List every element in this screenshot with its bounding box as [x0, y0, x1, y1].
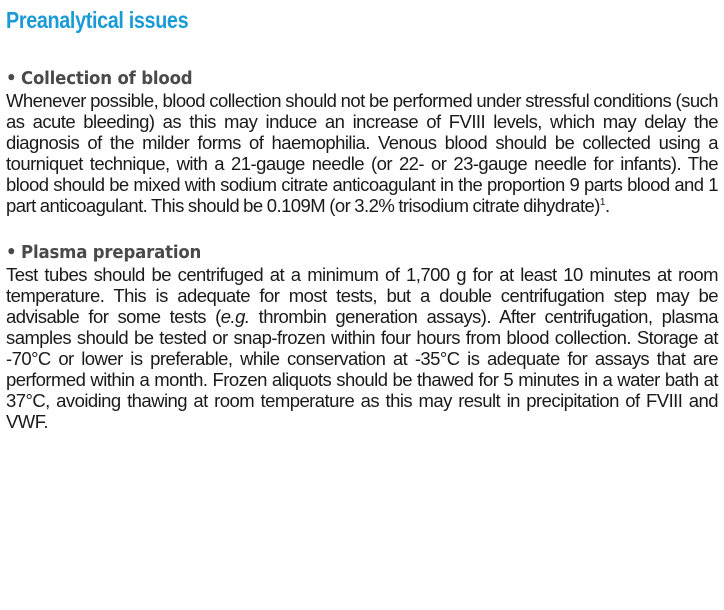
section-paragraph: Whenever possible, blood collection shou… [6, 90, 719, 216]
footnote-reference: 1 [599, 196, 606, 208]
bullet-icon: • [6, 68, 17, 89]
paragraph-text: Test tubes should be centrifuged at a mi… [6, 264, 719, 327]
page-title: Preanalytical issues [6, 7, 189, 33]
bullet-icon: • [6, 242, 17, 263]
section-heading: • Plasma preparation [6, 242, 661, 264]
section-plasma-preparation: • Plasma preparation Test tubes should be… [6, 242, 719, 432]
section-heading-label: Collection of blood [21, 68, 193, 89]
section-collection-of-blood: • Collection of blood Whenever possible, … [6, 68, 719, 216]
document-page: Preanalytical issues • Collection of bloo… [6, 6, 719, 432]
paragraph-italic-text: e.g. [220, 306, 250, 327]
paragraph-text-continued: thrombin generation assays). After centr… [6, 306, 719, 432]
section-heading: • Collection of blood [6, 68, 661, 90]
section-heading-label: Plasma preparation [21, 242, 202, 263]
paragraph-text: Whenever possible, blood collection shou… [6, 90, 719, 216]
paragraph-end: . [604, 195, 610, 216]
section-paragraph: Test tubes should be centrifuged at a mi… [6, 264, 719, 432]
